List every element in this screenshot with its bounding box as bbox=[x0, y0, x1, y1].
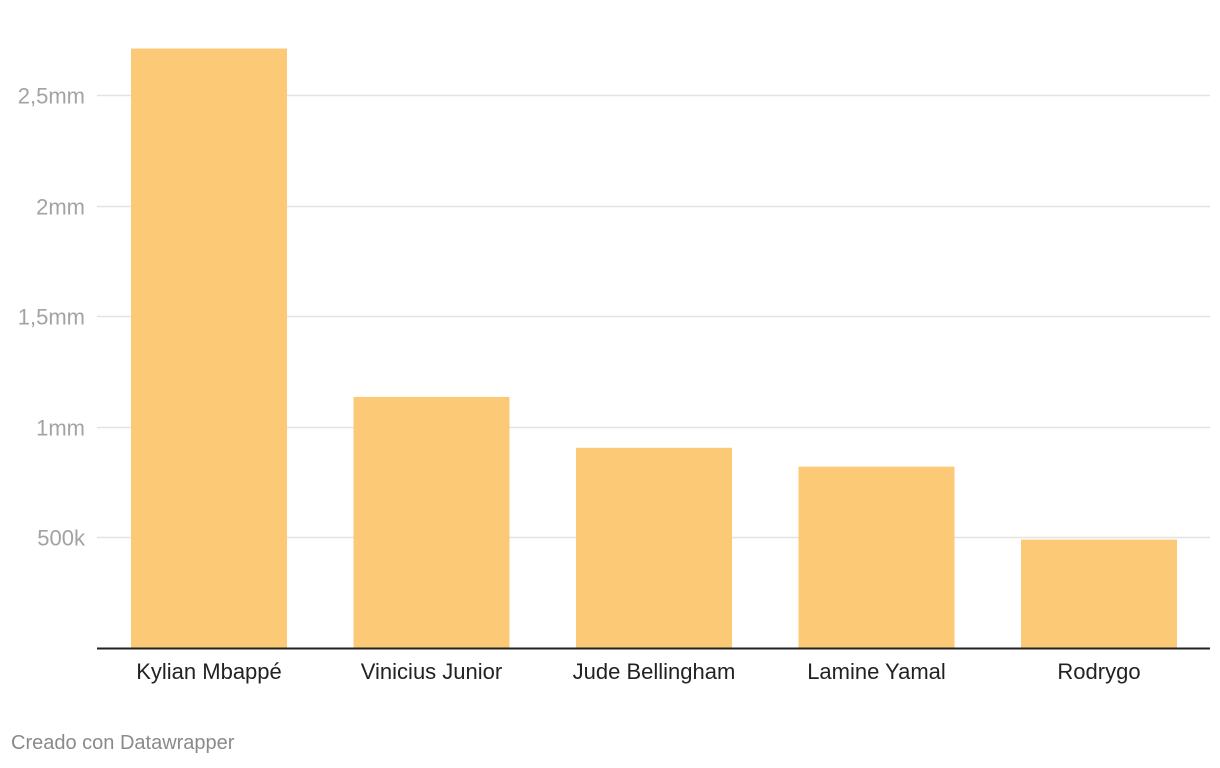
y-tick-label: 2,5mm bbox=[18, 84, 85, 109]
bar bbox=[1021, 539, 1177, 648]
credit-text[interactable]: Creado con Datawrapper bbox=[11, 732, 235, 754]
y-tick-label: 1mm bbox=[36, 416, 85, 441]
y-axis-tick-labels: 500k 1mm 1,5mm 2mm 2,5mm bbox=[18, 84, 86, 551]
y-tick-label: 2mm bbox=[36, 195, 85, 220]
x-tick-label: Kylian Mbappé bbox=[136, 659, 282, 684]
x-tick-label: Lamine Yamal bbox=[807, 659, 946, 684]
bar bbox=[576, 447, 732, 648]
bar bbox=[798, 466, 955, 648]
x-tick-label: Jude Bellingham bbox=[573, 659, 736, 684]
x-tick-label: Vinicius Junior bbox=[361, 659, 502, 684]
bar bbox=[131, 48, 287, 649]
bar-chart: 500k 1mm 1,5mm 2mm 2,5mm Kylian Mbappé Vinici… bbox=[18, 48, 1210, 684]
y-tick-label: 1,5mm bbox=[18, 305, 85, 330]
y-tick-label: 500k bbox=[37, 526, 86, 551]
bar bbox=[353, 396, 510, 648]
x-axis-tick-labels: Kylian Mbappé Vinicius Junior Jude Belling… bbox=[136, 659, 1140, 684]
bars bbox=[131, 48, 1177, 649]
x-tick-label: Rodrygo bbox=[1057, 659, 1140, 684]
